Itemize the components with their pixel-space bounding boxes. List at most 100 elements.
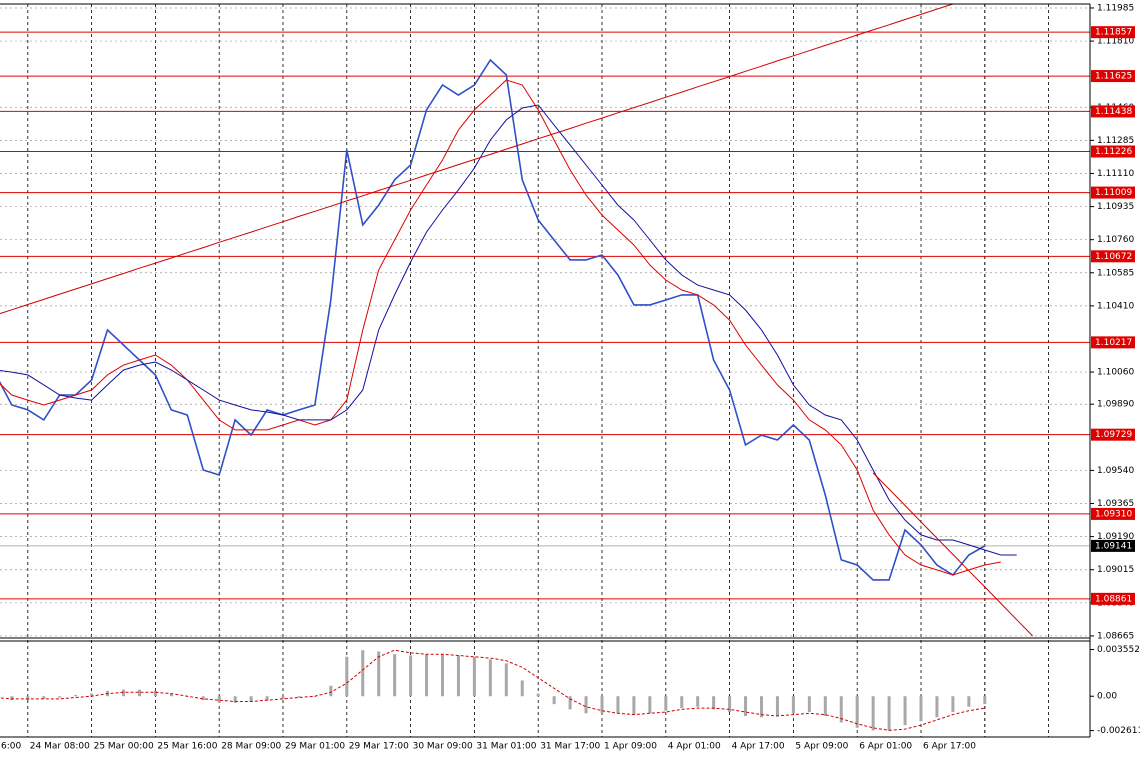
level-label-box — [1091, 507, 1135, 520]
histogram-bar — [839, 696, 843, 723]
y-tick-label: 0.00 — [1097, 692, 1117, 702]
histogram-bar — [201, 696, 205, 701]
histogram-bar — [536, 693, 540, 697]
series-line — [872, 472, 1033, 637]
histogram-bar — [249, 696, 253, 702]
histogram-bar — [520, 680, 524, 697]
series-line — [0, 649, 985, 731]
histogram-bar — [361, 650, 365, 697]
x-tick-label: 4 Apr 01:00 — [668, 742, 721, 752]
y-tick-label: 1.08665 — [1097, 631, 1134, 641]
level-label: 1.08861 — [1095, 594, 1132, 604]
bid-label-box — [1091, 539, 1135, 552]
histogram-bar — [664, 696, 668, 711]
histogram-bar — [217, 696, 221, 703]
x-tick-label: 6:00 — [1, 742, 21, 752]
level-label: 1.11625 — [1095, 72, 1132, 82]
histogram-bar — [265, 696, 269, 701]
level-label-box — [1091, 145, 1135, 158]
x-tick-label: 29 Mar 17:00 — [349, 742, 409, 752]
level-label: 1.10672 — [1095, 252, 1132, 262]
histogram-bar — [425, 654, 429, 697]
x-tick-label: 6 Apr 17:00 — [923, 742, 976, 752]
histogram-bar — [90, 693, 94, 697]
x-tick-label: 25 Mar 00:00 — [94, 742, 154, 752]
level-label: 1.11009 — [1095, 188, 1132, 198]
y-tick-label: 1.11985 — [1097, 3, 1134, 13]
y-tick-label: 1.11285 — [1097, 136, 1134, 146]
histogram-bar — [153, 690, 157, 697]
histogram-bar — [696, 696, 700, 707]
histogram-bar — [712, 696, 716, 710]
x-tick-label: 4 Apr 17:00 — [732, 742, 785, 752]
histogram-bar — [233, 696, 237, 703]
level-label: 1.11226 — [1095, 147, 1132, 157]
y-tick-label: 1.10760 — [1097, 235, 1134, 245]
y-tick-label: 1.09015 — [1097, 565, 1134, 575]
histogram-bar — [297, 696, 301, 698]
histogram-bar — [887, 696, 891, 731]
histogram-bar — [616, 696, 620, 714]
histogram-bar — [967, 696, 971, 707]
x-tick-label: 28 Mar 09:00 — [221, 742, 281, 752]
histogram-bar — [74, 694, 78, 697]
level-label-box — [1091, 336, 1135, 349]
histogram-bar — [951, 696, 955, 713]
histogram-bar — [680, 696, 684, 709]
series-line — [0, 79, 1001, 576]
x-tick-label: 24 Mar 08:00 — [30, 742, 90, 752]
histogram-bar — [58, 696, 62, 698]
y-tick-label: 0.003552 — [1097, 645, 1140, 655]
y-tick-label: 1.09540 — [1097, 466, 1134, 476]
histogram-bar — [409, 655, 413, 697]
level-label: 1.11857 — [1095, 28, 1132, 38]
histogram-bar — [377, 651, 381, 697]
histogram-bar — [903, 696, 907, 726]
histogram-bar — [456, 655, 460, 697]
level-label-box — [1091, 26, 1135, 39]
histogram-bar — [823, 696, 827, 716]
histogram-bar — [919, 696, 923, 722]
histogram-bar — [488, 659, 492, 697]
y-tick-label: 1.10935 — [1097, 202, 1134, 212]
histogram-bar — [329, 685, 333, 697]
level-label-box — [1091, 105, 1135, 118]
level-label: 1.09310 — [1095, 509, 1132, 519]
histogram-bar — [568, 696, 572, 710]
histogram-bar — [281, 696, 285, 699]
series-line — [0, 4, 954, 315]
histogram-bar — [600, 696, 604, 714]
x-tick-label: 30 Mar 09:00 — [413, 742, 473, 752]
histogram-bar — [441, 654, 444, 697]
histogram-bar — [10, 696, 14, 701]
y-tick-label: -0.002611 — [1097, 726, 1140, 736]
x-tick-label: 6 Apr 01:00 — [859, 742, 912, 752]
histogram-bar — [137, 689, 141, 697]
y-tick-label: 1.10410 — [1097, 301, 1134, 311]
histogram-bar — [42, 696, 46, 699]
histogram-bar — [791, 696, 795, 714]
x-tick-label: 31 Mar 17:00 — [540, 742, 600, 752]
level-label-box — [1091, 70, 1135, 83]
level-label-box — [1091, 186, 1135, 199]
histogram-bar — [393, 654, 397, 697]
level-label: 1.10217 — [1095, 338, 1132, 348]
y-tick-label: 1.11110 — [1097, 169, 1134, 179]
bid-label: 1.09141 — [1095, 541, 1132, 551]
x-tick-label: 31 Mar 01:00 — [476, 742, 536, 752]
x-tick-label: 5 Apr 09:00 — [795, 742, 848, 752]
x-tick-label: 1 Apr 09:00 — [604, 742, 657, 752]
histogram-bar — [632, 696, 636, 715]
y-tick-label: 1.09365 — [1097, 499, 1134, 509]
histogram-bar — [728, 696, 732, 713]
histogram-bar — [935, 696, 939, 718]
histogram-bar — [807, 696, 811, 713]
histogram-bar — [855, 696, 859, 728]
histogram-bar — [122, 689, 125, 697]
y-tick-label: 1.11810 — [1097, 37, 1134, 47]
series-line — [0, 104, 1017, 556]
y-tick-label: 1.10060 — [1097, 368, 1134, 378]
level-label-box — [1091, 428, 1135, 441]
